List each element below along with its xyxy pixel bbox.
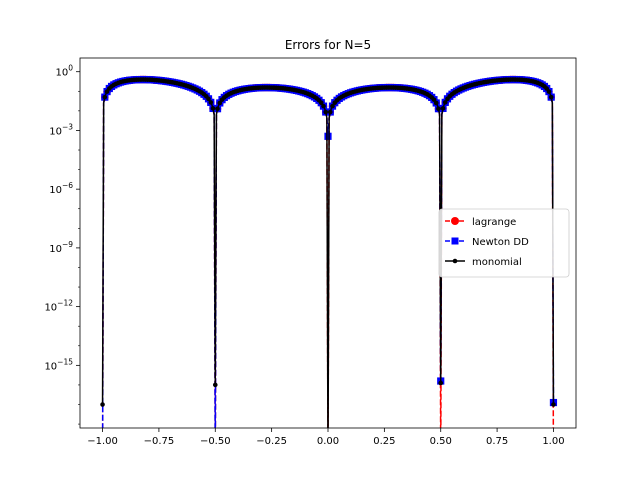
y-tick-label: 100 [55, 64, 73, 79]
x-tick-label: −0.25 [256, 436, 287, 447]
legend-label: Newton DD [472, 237, 529, 248]
x-tick-label: 1.00 [542, 436, 564, 447]
data-point [206, 96, 211, 102]
legend-box [438, 208, 570, 278]
data-point [210, 106, 216, 111]
data-point [431, 97, 437, 102]
data-point [324, 132, 332, 140]
x-tick-label: −0.75 [144, 436, 175, 447]
y-axis: 100 10−3 10−6 10−9 10−12 10−15 [44, 64, 80, 425]
y-tick-label: 10−9 [49, 240, 73, 255]
series-monomial [100, 77, 556, 428]
legend-item: monomial [445, 257, 522, 268]
data-point [321, 103, 326, 109]
x-tick-label: −1.00 [87, 436, 118, 447]
series-layer [100, 75, 558, 428]
data-point [440, 106, 446, 111]
data-point [433, 100, 439, 106]
legend-item: lagrange [445, 217, 516, 228]
data-point [215, 106, 220, 111]
y-tick-label: 10−12 [44, 299, 73, 314]
chart-title: Errors for N=5 [285, 38, 371, 52]
data-point [212, 382, 218, 388]
data-point [100, 402, 105, 407]
legend-marker [452, 258, 458, 264]
data-point [208, 100, 214, 105]
legend-label: monomial [472, 257, 522, 268]
x-tick-label: 0.25 [373, 436, 395, 447]
legend: lagrange Newton DD monomial [438, 208, 570, 278]
data-point [546, 89, 552, 94]
legend-item: Newton DD [445, 237, 529, 248]
x-tick-label: 0.75 [486, 436, 508, 447]
x-tick-label: 0.50 [430, 436, 452, 447]
data-point [551, 402, 556, 407]
x-tick-label: −0.50 [200, 436, 231, 447]
data-point [436, 106, 441, 111]
legend-label: lagrange [472, 217, 516, 228]
data-point [327, 109, 333, 115]
legend-marker [451, 217, 459, 225]
data-point [548, 94, 554, 100]
data-point [330, 103, 335, 109]
x-axis: −1.00 −0.75 −0.50 −0.25 0.00 0.25 0.50 0.75 1.00 [87, 428, 565, 447]
y-tick-label: 10−6 [49, 181, 73, 196]
legend-marker [451, 237, 459, 245]
y-tick-label: 10−15 [44, 357, 73, 372]
data-point [323, 109, 329, 115]
y-tick-label: 10−3 [49, 122, 73, 137]
data-point [318, 100, 324, 105]
data-point [217, 100, 223, 106]
x-tick-label: 0.00 [317, 436, 339, 447]
data-point [102, 94, 108, 100]
data-point [438, 380, 444, 386]
data-point [442, 100, 448, 105]
